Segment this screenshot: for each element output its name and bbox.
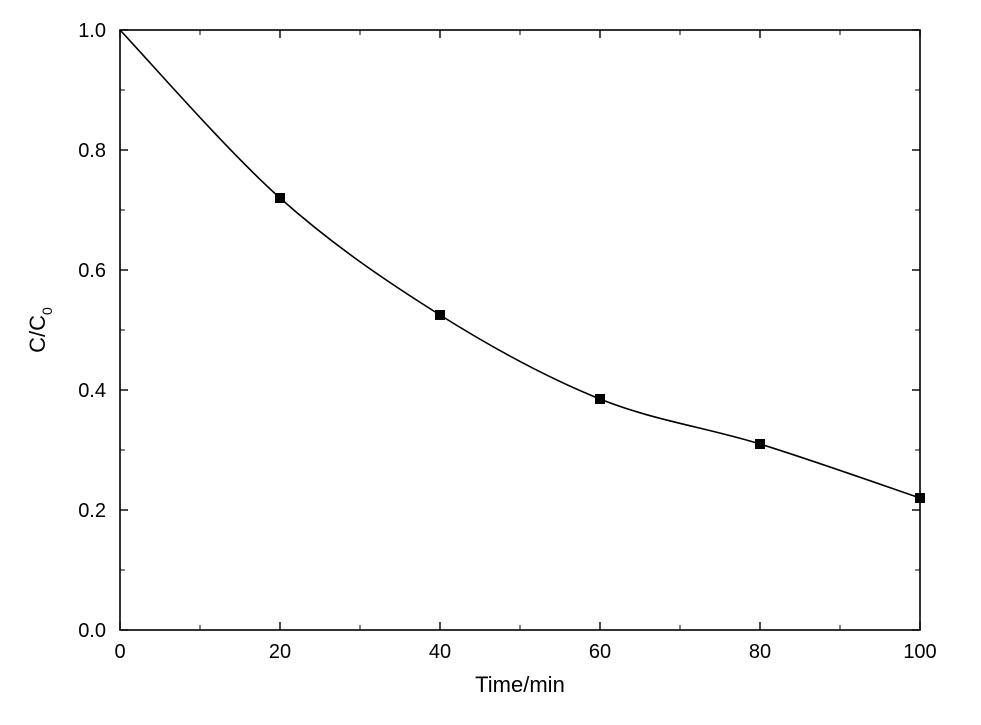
- data-marker: [916, 494, 925, 503]
- x-tick-label: 0: [114, 641, 125, 663]
- y-tick-label: 1.0: [78, 20, 106, 42]
- x-tick-label: 40: [429, 641, 451, 663]
- x-axis-label: Time/min: [475, 672, 565, 697]
- decay-line-chart: 0204060801000.00.20.40.60.81.0Time/minC/…: [0, 0, 981, 725]
- data-marker: [276, 194, 285, 203]
- y-tick-label: 0.2: [78, 500, 106, 522]
- chart-container: 0204060801000.00.20.40.60.81.0Time/minC/…: [0, 0, 981, 725]
- y-tick-label: 0.8: [78, 140, 106, 162]
- x-tick-label: 100: [903, 641, 936, 663]
- x-tick-label: 60: [589, 641, 611, 663]
- x-tick-label: 80: [749, 641, 771, 663]
- x-tick-label: 20: [269, 641, 291, 663]
- data-marker: [436, 311, 445, 320]
- y-tick-label: 0.0: [78, 620, 106, 642]
- y-tick-label: 0.4: [78, 380, 106, 402]
- data-marker: [596, 395, 605, 404]
- y-tick-label: 0.6: [78, 260, 106, 282]
- data-marker: [756, 440, 765, 449]
